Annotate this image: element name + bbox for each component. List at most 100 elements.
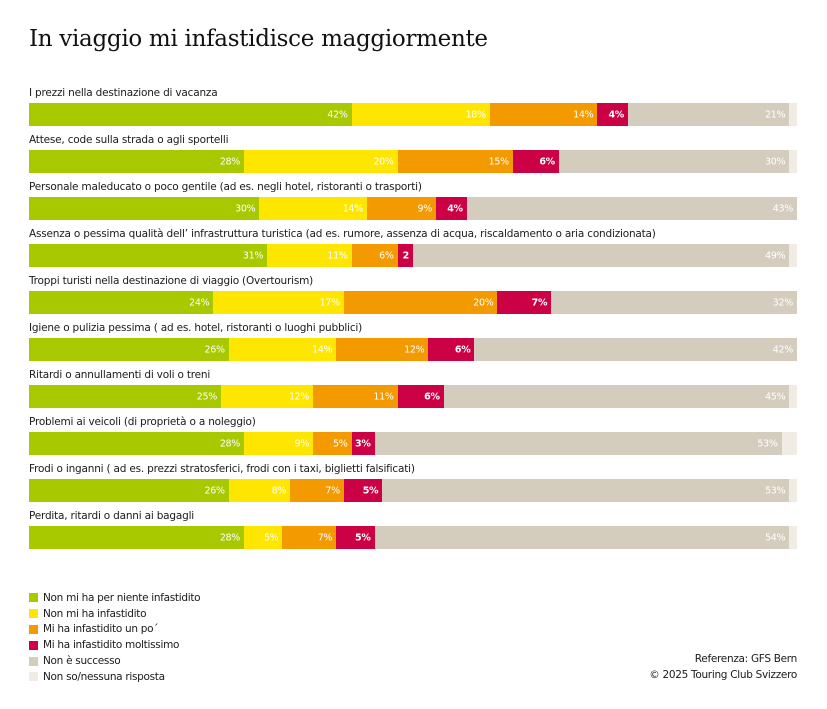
legend-label: Non mi ha infastidito bbox=[43, 607, 147, 620]
data-label: 42% bbox=[772, 344, 794, 355]
bar-row: Assenza o pessima qualità dell’ infrastr… bbox=[29, 228, 797, 275]
legend-swatch bbox=[29, 593, 38, 603]
bar-segment: 4% bbox=[436, 197, 467, 220]
legend-swatch bbox=[29, 624, 38, 634]
bar-segment: 4% bbox=[597, 103, 629, 126]
bar-segment: 9% bbox=[366, 197, 437, 220]
bar-segment: 43% bbox=[466, 197, 797, 220]
bar-row: Personale maleducato o poco gentile (ad … bbox=[29, 181, 797, 228]
stacked-bar: 24% 17% 20% 7% 32% bbox=[29, 291, 797, 314]
bar-segment: 5% bbox=[336, 526, 375, 549]
category-label: Perdita, ritardi o danni ai bagagli bbox=[29, 510, 195, 522]
legend-swatch bbox=[29, 672, 38, 682]
category-label: Personale maleducato o poco gentile (ad … bbox=[29, 181, 422, 193]
legend-swatch bbox=[29, 656, 38, 666]
bar-segment: 54% bbox=[374, 526, 790, 549]
data-label: 18% bbox=[465, 109, 487, 120]
data-label: 9% bbox=[417, 203, 433, 214]
data-label: 53% bbox=[757, 438, 778, 449]
data-label: 30% bbox=[765, 156, 786, 167]
data-label: 43% bbox=[772, 203, 794, 214]
data-label: 12% bbox=[404, 344, 425, 355]
bar-row: I prezzi nella destinazione di vacanza 42… bbox=[29, 87, 797, 134]
bar-row: Ritardi o annullamenti di voli o treni 25… bbox=[29, 369, 797, 416]
bar-segment: 30% bbox=[29, 197, 260, 220]
legend-item: Non è successo bbox=[29, 653, 200, 669]
bar-segment: 49% bbox=[412, 244, 790, 267]
legend-label: Mi ha infastidito moltissimo bbox=[43, 639, 180, 652]
data-label: 31% bbox=[242, 250, 264, 261]
data-label: 28% bbox=[219, 438, 241, 449]
bar-segment: 42% bbox=[29, 103, 352, 126]
data-label: 6% bbox=[454, 344, 471, 355]
copyright-text: © 2025 Touring Club Svizzero bbox=[649, 668, 797, 681]
bar-segment: 6% bbox=[512, 150, 559, 173]
bar-segment: 45% bbox=[443, 385, 790, 408]
stacked-bar: 28% 9% 5% 3% 53% bbox=[29, 432, 797, 455]
source-note: Referenza: GFS Bern © 2025 Touring Club … bbox=[649, 652, 797, 684]
bar-segment: 6% bbox=[397, 385, 444, 408]
data-label: 4% bbox=[447, 203, 463, 214]
bar-segment: 11% bbox=[313, 385, 398, 408]
data-label: 11% bbox=[327, 250, 348, 261]
bar-segment bbox=[789, 244, 797, 267]
category-label: Troppi turisti nella destinazione di via… bbox=[29, 275, 314, 287]
data-label: 5% bbox=[362, 485, 379, 496]
data-label: 45% bbox=[765, 391, 786, 402]
bar-row: Igiene o pulizia pessima ( ad es. hotel,… bbox=[29, 322, 797, 369]
bar-segment bbox=[789, 385, 797, 408]
stacked-bar: 26% 14% 12% 6% 42% bbox=[29, 338, 797, 361]
bar-segment: 25% bbox=[29, 385, 221, 408]
category-label: Ritardi o annullamenti di voli o treni bbox=[29, 369, 211, 381]
bar-segment: 14% bbox=[489, 103, 598, 126]
data-label: 6% bbox=[379, 250, 394, 261]
bar-segment bbox=[781, 432, 797, 455]
bar-segment: 11% bbox=[267, 244, 352, 267]
legend-label: Non è successo bbox=[43, 655, 121, 668]
legend-item: Mi ha infastidito un po´ bbox=[29, 622, 200, 638]
stacked-bar: 31% 11% 6% 2 49% bbox=[29, 244, 797, 267]
legend-label: Non mi ha per niente infastidito bbox=[43, 591, 201, 604]
data-label: 5% bbox=[355, 532, 371, 543]
bar-segment: 28% bbox=[29, 150, 245, 173]
data-label: 8% bbox=[271, 485, 287, 496]
stacked-bar: 26% 8% 7% 5% 53% bbox=[29, 479, 797, 502]
bar-segment: 15% bbox=[397, 150, 513, 173]
bar-segment: 20% bbox=[343, 291, 498, 314]
bar-segment: 32% bbox=[551, 291, 797, 314]
data-label: 6% bbox=[539, 156, 555, 167]
bar-segment: 14% bbox=[228, 338, 337, 361]
bar-segment: 8% bbox=[228, 479, 291, 502]
legend-item: Non mi ha per niente infastidito bbox=[29, 590, 201, 606]
bar-segment: 3% bbox=[351, 432, 375, 455]
bar-segment: 31% bbox=[29, 244, 268, 267]
data-label: 3% bbox=[355, 438, 371, 449]
data-label: 14% bbox=[311, 344, 333, 355]
bar-segment: 12% bbox=[221, 385, 314, 408]
category-label: Frodi o inganni ( ad es. prezzi stratosf… bbox=[29, 463, 415, 475]
bar-row: Perdita, ritardi o danni ai bagagli 28% 5%… bbox=[29, 510, 797, 557]
bar-segment: 17% bbox=[213, 291, 344, 314]
data-label: 14% bbox=[342, 203, 364, 214]
bar-segment: 21% bbox=[628, 103, 790, 126]
data-label: 32% bbox=[772, 297, 794, 308]
bar-segment: 28% bbox=[29, 526, 245, 549]
stacked-bar: 28% 20% 15% 6% 30% bbox=[29, 150, 797, 173]
bar-segment: 26% bbox=[29, 479, 229, 502]
data-label: 11% bbox=[373, 391, 394, 402]
bar-segment: 9% bbox=[244, 432, 314, 455]
bar-row: Problemi ai veicoli (di proprietà o a no… bbox=[29, 416, 797, 463]
category-label: Attese, code sulla strada o agli sportel… bbox=[29, 134, 229, 146]
data-label: 5% bbox=[263, 532, 279, 543]
bar-segment bbox=[789, 103, 797, 126]
legend-item: Mi ha infastidito moltissimo bbox=[29, 637, 200, 653]
data-label: 5% bbox=[333, 438, 348, 449]
data-label: 54% bbox=[765, 532, 786, 543]
bar-row: Attese, code sulla strada o agli sportel… bbox=[29, 134, 797, 181]
category-label: Assenza o pessima qualità dell’ infrastr… bbox=[29, 228, 656, 240]
bar-segment: 12% bbox=[336, 338, 429, 361]
data-label: 30% bbox=[235, 203, 256, 214]
bar-segment: 7% bbox=[290, 479, 344, 502]
data-label: 26% bbox=[204, 485, 225, 496]
stacked-bar: 25% 12% 11% 6% 45% bbox=[29, 385, 797, 408]
